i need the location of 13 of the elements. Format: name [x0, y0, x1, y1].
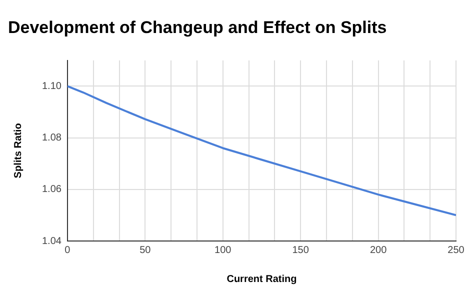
- y-tick-label: 1.04: [42, 236, 62, 247]
- chart-title: Development of Changeup and Effect on Splits: [8, 18, 387, 37]
- x-axis-title: Current Rating: [226, 274, 297, 285]
- y-tick-label: 1.08: [42, 132, 62, 144]
- x-tick-label: 50: [140, 244, 152, 256]
- y-tick-label: 1.06: [42, 184, 62, 196]
- y-axis-title: Splits Ratio: [12, 123, 24, 178]
- y-tick-label: 1.10: [42, 80, 62, 92]
- x-tick-label: 250: [448, 244, 465, 256]
- x-tick-label: 200: [370, 244, 388, 256]
- x-tick-label: 150: [292, 244, 310, 256]
- x-tick-label: 100: [214, 244, 232, 256]
- x-tick-label: 0: [64, 244, 71, 256]
